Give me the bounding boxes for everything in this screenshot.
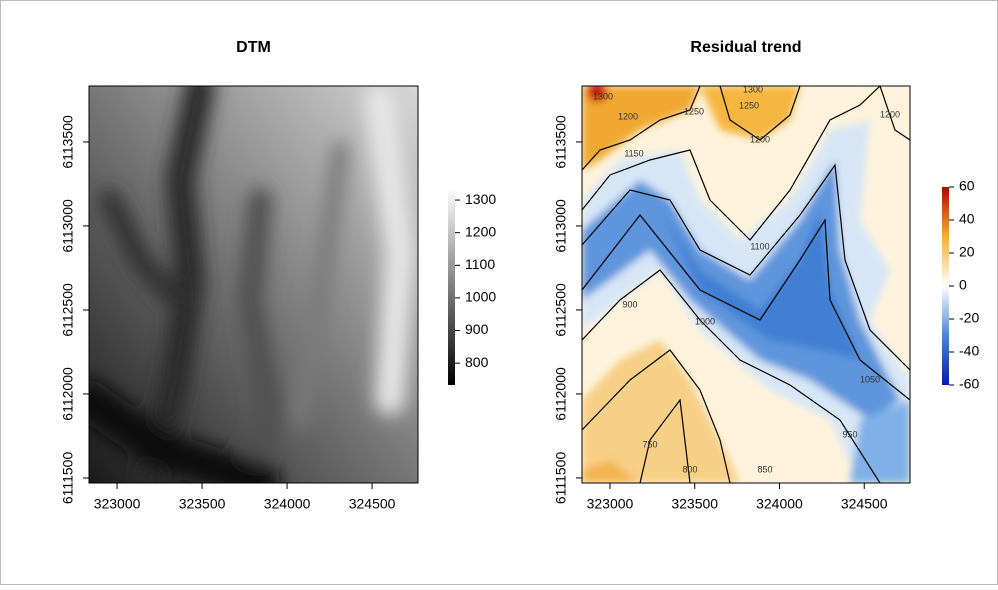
legend-tick-label: -20 [959,310,979,326]
y-tick-label: 6113500 [553,115,569,169]
plot-border [581,85,911,484]
y-tick-label: 6113000 [60,199,76,253]
y-tick-label: 6112500 [553,283,569,337]
contour-label: 1300 [743,84,763,94]
contour-label: 1150 [624,148,643,158]
plot-border [88,85,419,484]
legend-tick-label: 800 [465,354,489,370]
x-tick-label: 324500 [349,496,396,512]
legend-tick-label: 40 [959,211,975,227]
y-tick-label: 6111500 [553,452,569,505]
legend-tick-label: 1300 [465,191,496,207]
panel-title: Residual trend [690,39,801,56]
contour-label: 1250 [684,106,704,116]
y-tick-label: 6113500 [60,115,76,169]
contour-label: 1100 [750,241,769,251]
contour-label: 1200 [880,109,900,119]
x-tick-label: 323500 [671,496,718,512]
contour-label: 750 [642,439,657,449]
y-tick-label: 6113000 [553,199,569,253]
x-tick-label: 323000 [587,496,634,512]
color-bar [448,187,455,385]
panel-title: DTM [236,39,271,56]
y-tick-label: 6112000 [553,367,569,421]
x-tick-label: 323000 [94,496,141,512]
contour-label: 1000 [695,316,715,326]
y-tick-label: 6112000 [60,367,76,421]
residual-raster [582,86,910,483]
contour-label: 850 [757,464,772,474]
y-tick-label: 6112500 [60,283,76,337]
dtm-raster [89,86,418,483]
legend-tick-label: 60 [959,178,975,194]
legend-tick-label: 0 [959,277,967,293]
x-tick-label: 324000 [756,496,803,512]
legend-tick-label: 20 [959,244,975,260]
contour-label: 1250 [739,100,759,110]
legend-tick-label: 1200 [465,223,496,239]
x-tick-label: 323500 [179,496,226,512]
legend-tick-label: -40 [959,343,979,359]
contour-label: 950 [842,429,857,439]
x-tick-label: 324500 [841,496,888,512]
legend-tick-label: -60 [959,376,979,392]
y-tick-label: 6111500 [60,452,76,505]
legend-tick-label: 1100 [465,256,495,272]
contour-label: 1050 [860,374,880,384]
contour-label: 800 [682,464,697,474]
contour-label: 1200 [750,134,770,144]
x-tick-label: 324000 [264,496,311,512]
contour-label: 900 [622,299,637,309]
contour-label: 1300 [593,91,613,101]
legend-tick-label: 1000 [465,289,496,305]
contour-label: 1200 [618,111,638,121]
legend-tick-label: 900 [465,321,489,337]
color-bar [942,187,949,385]
